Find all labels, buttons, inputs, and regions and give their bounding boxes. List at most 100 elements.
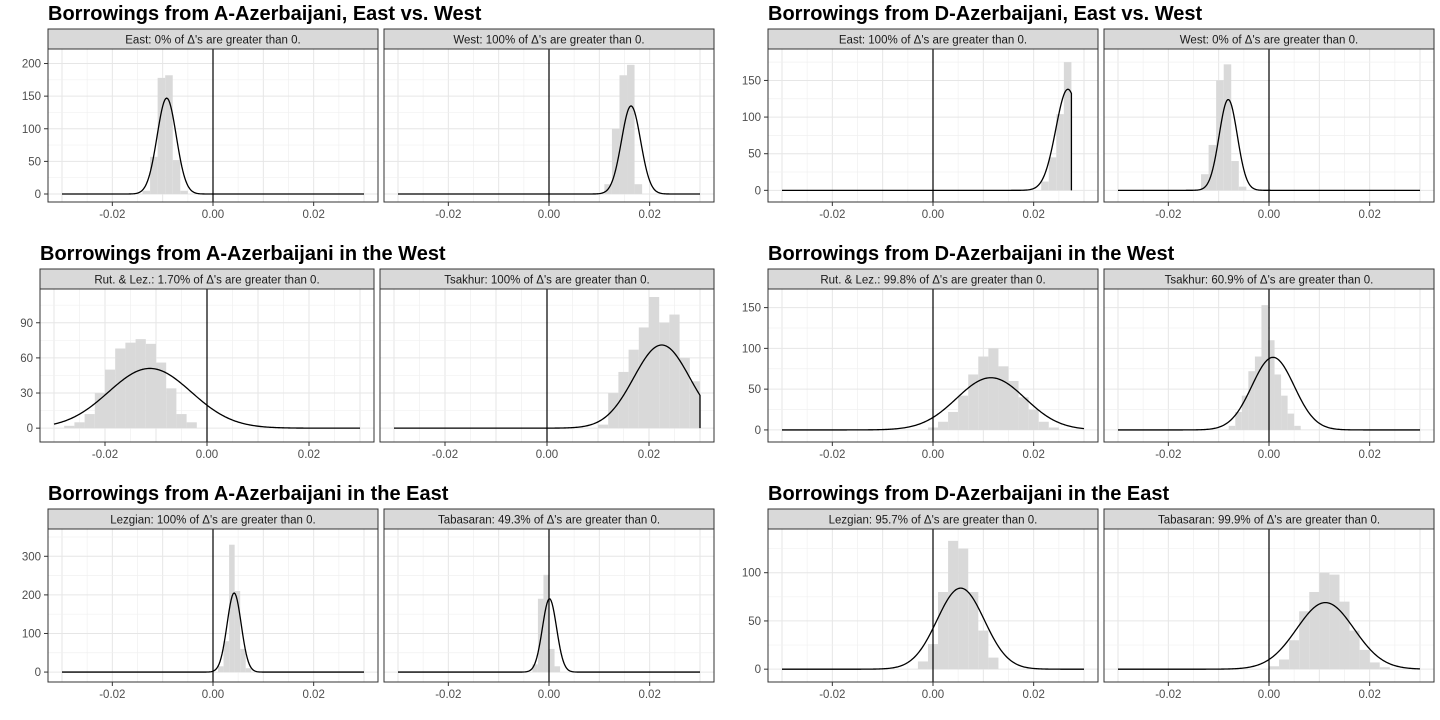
y-tick-label: 0 [755,185,761,197]
histogram-bar [938,591,949,670]
histogram-bar [218,666,224,673]
y-tick-label: 150 [22,91,41,103]
histogram-bar [988,348,999,430]
histogram-bar [649,297,660,429]
histogram-bar [1048,427,1059,430]
histogram-bar [165,75,173,194]
histogram-bar [634,184,643,194]
histogram-bar [150,156,158,194]
x-tick-label: -0.02 [92,449,118,461]
histogram-bar [186,422,197,429]
histogram-bar [1241,395,1249,430]
histogram-bar [968,591,979,670]
x-tick-label: 0.02 [298,449,320,461]
facet-panel-1: Tabasaran: 49.3% of Δ's are greater than… [383,508,715,701]
histogram-bar [958,548,969,670]
x-tick-label: -0.02 [1155,209,1181,221]
histogram-bar [180,190,188,194]
x-tick-label: 0.00 [538,209,560,221]
x-tick-label: 0.00 [196,449,218,461]
histogram-bar [84,414,95,429]
histogram-bar [125,342,136,429]
chart-group-4: Borrowings from A-Azerbaijani in the Eas… [22,483,715,701]
facet-strip-label: Rut. & Lez.: 1.70% of Δ's are greater th… [94,275,319,287]
histogram-bar [618,371,629,429]
x-tick-label: 0.02 [1022,689,1044,701]
histogram-bar [1028,409,1039,430]
facet-panel-0: Rut. & Lez.: 1.70% of Δ's are greater th… [20,268,375,461]
histogram-bar [1299,611,1310,670]
facet-strip-label: Tabasaran: 49.3% of Δ's are greater than… [438,515,660,527]
y-tick-label: 60 [20,353,33,365]
histogram-bar [94,393,105,429]
histogram-bar [1279,659,1290,670]
histogram-bar [74,422,85,429]
histogram-bar [1289,640,1300,670]
histogram-bar [532,664,538,673]
y-tick-label: 100 [742,343,761,355]
chart-group-3: Borrowings from D-Azerbaijani in the Wes… [742,243,1435,461]
histogram-bar [105,369,116,429]
histogram-bar [948,411,959,430]
histogram-bar [1319,572,1330,670]
x-tick-label: -0.02 [819,689,845,701]
histogram-bar [245,668,252,673]
y-tick-label: 50 [748,616,761,628]
histogram-bar [1216,80,1224,191]
histogram-bar [1235,411,1242,430]
histogram-bar [223,641,230,673]
chart-title: Borrowings from A-Azerbaijani in the Eas… [48,483,449,505]
histogram-bar [543,574,549,673]
chart-title: Borrowings from D-Azerbaijani in the Wes… [768,243,1175,265]
facet-panel-1: Tsakhur: 60.9% of Δ's are greater than 0… [1103,268,1435,461]
facet-panel-1: West: 100% of Δ's are greater than 0. -0.… [383,28,715,221]
histogram-bar [554,666,561,673]
facet-strip-label: Tabasaran: 99.9% of Δ's are greater than… [1158,515,1380,527]
histogram-bar [1379,667,1390,670]
x-tick-label: 0.00 [202,209,224,221]
x-tick-label: -0.02 [819,209,845,221]
facet-strip-label: Tsakhur: 60.9% of Δ's are greater than 0… [1165,275,1374,287]
x-tick-label: 0.00 [538,689,560,701]
chart-group-0: Borrowings from A-Azerbaijani, East vs. … [22,3,715,221]
histogram-bar [176,414,187,429]
x-tick-label: 0.00 [1258,209,1280,221]
x-tick-label: -0.02 [435,209,461,221]
y-tick-label: 150 [742,303,761,315]
facet-strip-label: East: 100% of Δ's are greater than 0. [839,35,1027,47]
x-tick-label: -0.02 [435,689,461,701]
y-tick-label: 150 [742,75,761,87]
chart-group-2: Borrowings from A-Azerbaijani in the Wes… [20,243,715,461]
histogram-bar [1208,144,1217,191]
y-tick-label: 0 [35,667,41,679]
histogram-bar [998,366,1009,430]
x-tick-label: 0.02 [1358,209,1380,221]
histogram-bar [156,362,167,429]
histogram-bar [627,64,635,194]
histogram-bar [1038,421,1049,430]
chart-title: Borrowings from A-Azerbaijani, East vs. … [48,3,482,25]
y-tick-label: 0 [755,425,761,437]
facet-panel-0: East: 0% of Δ's are greater than 0. -0.02… [22,28,379,221]
histogram-bar [1063,62,1072,191]
x-tick-label: 0.00 [1258,689,1280,701]
histogram-bar [608,393,619,429]
x-tick-label: 0.02 [302,209,324,221]
x-tick-label: 0.02 [638,449,660,461]
y-tick-label: 50 [748,149,761,161]
histogram-bar [1269,666,1280,670]
histogram-bar [978,630,989,670]
x-tick-label: 0.02 [1022,449,1044,461]
histogram-bar [172,160,181,194]
histogram-bar [135,339,146,429]
histogram-bar [598,424,609,429]
chart-title: Borrowings from D-Azerbaijani in the Eas… [768,483,1170,505]
histogram-bar [978,356,989,430]
facet-panel-0: Lezgian: 95.7% of Δ's are greater than 0… [742,508,1099,701]
histogram-bar [1238,186,1247,191]
facet-panel-1: Tabasaran: 99.9% of Δ's are greater than… [1103,508,1435,701]
histogram-bar [1223,64,1232,191]
y-tick-label: 0 [27,423,33,435]
histogram-bar [1359,649,1370,670]
